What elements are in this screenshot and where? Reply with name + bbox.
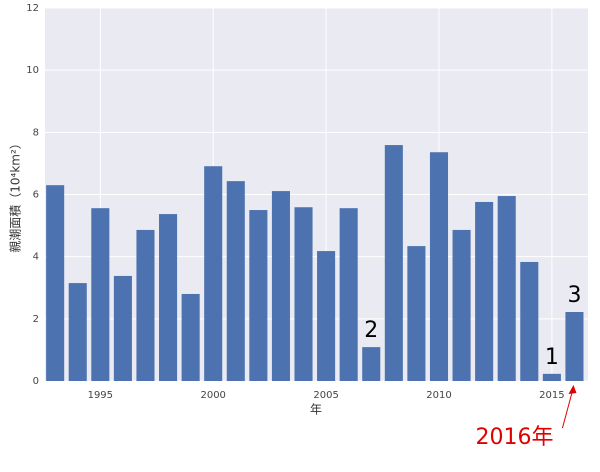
annotation: 1 (545, 345, 559, 370)
x-tick-label: 2015 (539, 390, 564, 401)
bar (542, 373, 561, 381)
bar (429, 152, 449, 381)
y-tick-label: 12 (26, 3, 39, 14)
bar (46, 185, 65, 381)
x-tick-label: 2005 (313, 390, 338, 401)
bar (113, 275, 132, 381)
bar (520, 261, 539, 381)
bar (452, 229, 471, 381)
y-tick-label: 6 (33, 190, 39, 201)
bar (317, 251, 336, 381)
x-tick-label: 2000 (200, 390, 225, 401)
y-tick-label: 0 (33, 376, 39, 387)
callout-label: 2016年 (475, 425, 553, 450)
bar (204, 166, 223, 381)
x-tick-label: 1995 (88, 390, 113, 401)
bar (362, 347, 381, 381)
x-tick-label: 2010 (426, 390, 451, 401)
bar (339, 208, 358, 381)
bar (294, 207, 313, 381)
y-tick-label: 2 (33, 314, 39, 325)
bar (407, 246, 426, 381)
bar (91, 208, 110, 381)
bar (68, 283, 87, 381)
y-tick-label: 4 (33, 252, 39, 263)
bar (475, 201, 494, 381)
bar (226, 181, 245, 381)
bar (271, 191, 290, 381)
annotation: 2 (364, 318, 378, 343)
annotation: 3 (567, 283, 581, 308)
callout-arrow (561, 390, 573, 429)
bar (384, 145, 403, 381)
bar (136, 229, 155, 381)
bar (497, 196, 516, 381)
y-axis-label: 親潮面積（10⁴km²） (8, 137, 23, 253)
y-tick-label: 10 (26, 65, 39, 76)
bar (565, 311, 584, 381)
callout-arrowhead (568, 385, 577, 394)
y-tick-label: 8 (33, 127, 39, 138)
bar (181, 293, 200, 381)
bar (249, 210, 268, 381)
bar (159, 214, 178, 381)
x-axis-label: 年 (310, 403, 322, 417)
